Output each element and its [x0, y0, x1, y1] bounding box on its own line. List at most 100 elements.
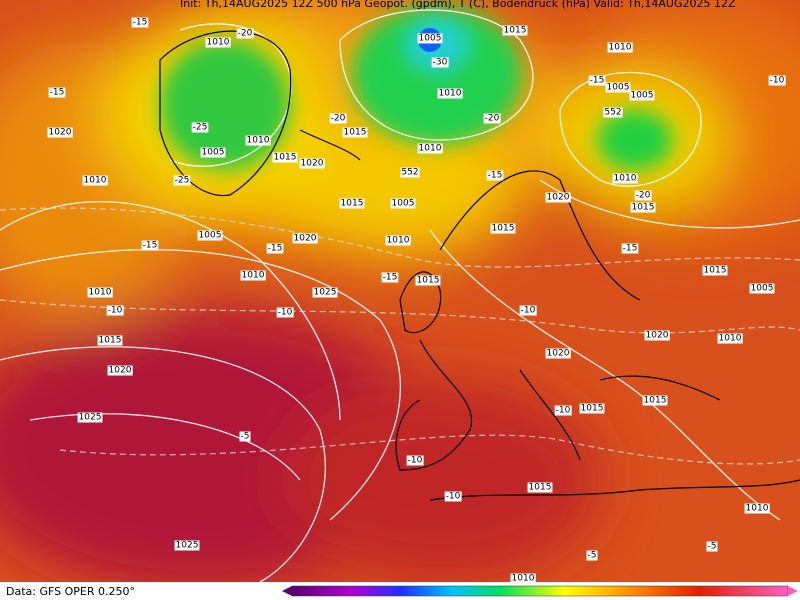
- label-box: [205, 37, 231, 48]
- contour-label: 1005: [392, 199, 415, 209]
- contour-label: 1010: [609, 43, 632, 53]
- label-box: [77, 412, 103, 423]
- label-box: [603, 107, 623, 118]
- contour-label: -10: [556, 406, 571, 416]
- label-box: [299, 158, 325, 169]
- label-box: [385, 235, 411, 246]
- contour-label: 1015: [341, 199, 364, 209]
- contour-label: 1020: [49, 128, 72, 138]
- label-box: [431, 57, 449, 68]
- contour-label: 1015: [529, 483, 552, 493]
- contour-label: 552: [604, 108, 621, 118]
- contour-label: 1015: [632, 203, 655, 213]
- contour-label: 1020: [294, 234, 317, 244]
- label-box: [642, 395, 668, 406]
- contour-label: -10: [521, 306, 536, 316]
- contour-label: 1015: [492, 224, 515, 234]
- label-box: [483, 113, 501, 124]
- label-box: [545, 192, 571, 203]
- contour-label: 1020: [301, 159, 324, 169]
- contour-label: 1025: [79, 413, 102, 423]
- contour-label: -10: [108, 306, 123, 316]
- contour-label: -15: [590, 76, 605, 86]
- label-box: [545, 348, 571, 359]
- colorbar-arrow-left: [282, 586, 292, 596]
- label-box: [87, 287, 113, 298]
- label-box: [510, 573, 536, 584]
- contour-label: -20: [485, 114, 500, 124]
- label-box: [519, 305, 537, 316]
- contour-label: 1005: [419, 34, 442, 44]
- label-box: [272, 152, 298, 163]
- contour-label: -5: [588, 551, 597, 561]
- contour-label: -10: [278, 308, 293, 318]
- label-box: [417, 33, 443, 44]
- contour-label: -15: [268, 244, 283, 254]
- label-box: [588, 75, 606, 86]
- contour-label: 1005: [751, 284, 774, 294]
- contour-label: -15: [623, 244, 638, 254]
- contour-label: 1015: [274, 153, 297, 163]
- contour-label: 1010: [84, 176, 107, 186]
- contour-label: 1010: [387, 236, 410, 246]
- label-box: [245, 135, 271, 146]
- contour-label: 1010: [89, 288, 112, 298]
- label-box: [131, 17, 149, 28]
- label-box: [197, 230, 223, 241]
- label-box: [527, 482, 553, 493]
- label-box: [415, 275, 441, 286]
- contour-label: 1015: [644, 396, 667, 406]
- contour-labels: 1010-20 100510151010-15-15-301010-1510051…: [47, 17, 786, 584]
- contour-label: 1010: [242, 271, 265, 281]
- label-box: [444, 491, 462, 502]
- contour-label: -15: [143, 241, 158, 251]
- label-box: [329, 113, 347, 124]
- label-box: [586, 550, 598, 561]
- label-box: [47, 127, 73, 138]
- contour-label: 1015: [417, 276, 440, 286]
- contour-label: 1020: [109, 366, 132, 376]
- label-box: [486, 170, 504, 181]
- contour-label: -5: [241, 432, 250, 442]
- label-box: [490, 223, 516, 234]
- label-box: [768, 75, 786, 86]
- label-box: [502, 25, 528, 36]
- contour-label: 1010: [719, 334, 742, 344]
- label-box: [276, 307, 294, 318]
- label-box: [706, 541, 718, 552]
- contour-label: 1005: [631, 91, 654, 101]
- label-box: [400, 167, 420, 178]
- contour-label: 1005: [199, 231, 222, 241]
- label-box: [48, 87, 66, 98]
- label-box: [292, 233, 318, 244]
- header-title: Init: Th,14AUG2025 12Z 500 hPa Geopot. (…: [180, 0, 736, 10]
- contours: [0, 9, 800, 583]
- contour-label: 1005: [607, 83, 630, 93]
- contour-label: 1010: [439, 89, 462, 99]
- contour-label: -10: [770, 76, 785, 86]
- label-box: [342, 127, 368, 138]
- label-box: [97, 335, 123, 346]
- label-box: [644, 330, 670, 341]
- contour-label: 552: [401, 168, 418, 178]
- label-box: [630, 202, 656, 213]
- label-box: [191, 122, 209, 133]
- contour-label: -25: [175, 176, 190, 186]
- contour-label: 1015: [344, 128, 367, 138]
- contour-label: -30: [433, 58, 448, 68]
- label-box: [417, 143, 443, 154]
- label-box: [107, 365, 133, 376]
- label-box: [266, 243, 284, 254]
- contour-label: 1020: [547, 349, 570, 359]
- label-box: [390, 198, 416, 209]
- contour-label: 1015: [99, 336, 122, 346]
- label-box: [437, 88, 463, 99]
- label-box: [381, 272, 399, 283]
- label-box: [744, 503, 770, 514]
- contour-label: 1010: [614, 174, 637, 184]
- label-box: [702, 265, 728, 276]
- contour-label: -5: [708, 542, 717, 552]
- label-box: [406, 455, 424, 466]
- contour-label: -20: [238, 29, 253, 39]
